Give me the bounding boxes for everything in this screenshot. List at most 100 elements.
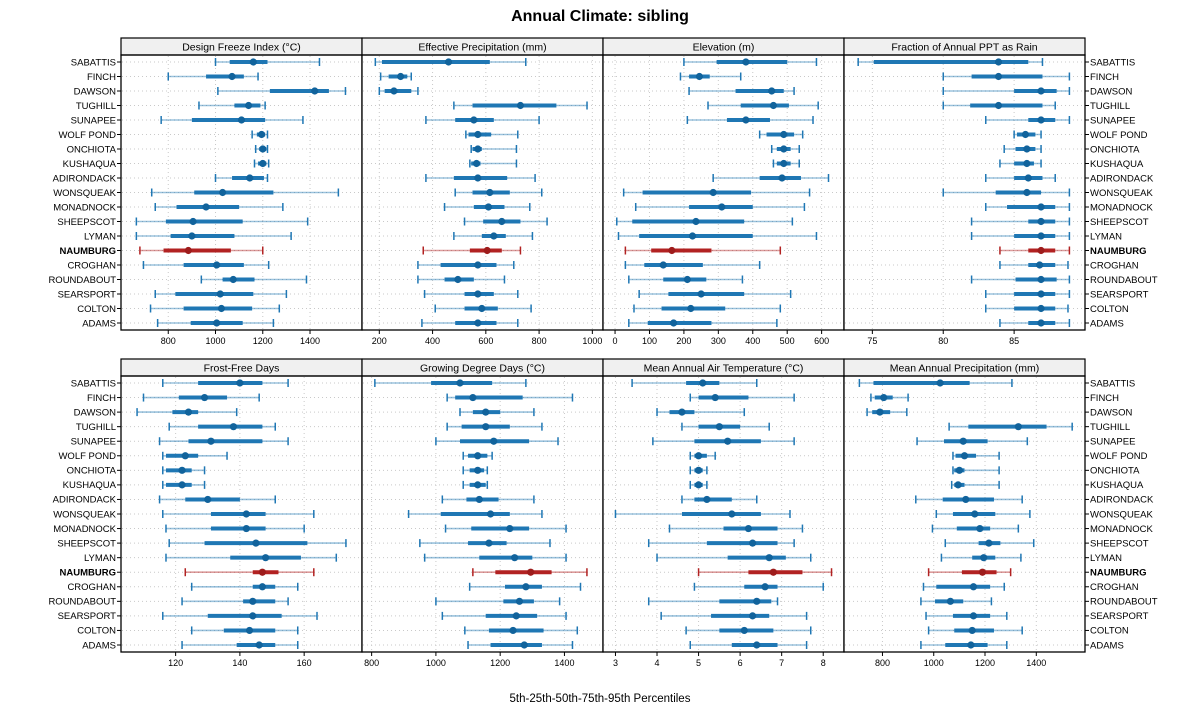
percentile-row (469, 159, 518, 168)
site-label-right: LYMAN (1090, 231, 1122, 242)
median-dot (207, 437, 215, 445)
percentile-row (150, 188, 340, 197)
percentile-row (417, 261, 515, 269)
median-dot (748, 539, 757, 547)
median-dot (1036, 261, 1044, 269)
percentile-row (628, 275, 744, 284)
percentile-row (617, 232, 818, 240)
axis-tick-label: 1400 (300, 336, 320, 346)
site-label-left: ROUNDABOUT (48, 275, 116, 286)
median-dot (474, 466, 482, 474)
site-label-left: MONADNOCK (53, 524, 116, 535)
percentile-row (686, 116, 814, 124)
percentile-row (425, 174, 536, 182)
site-label-right: SHEEPSCOT (1090, 217, 1149, 228)
percentile-row (444, 524, 567, 533)
percentile-row (624, 261, 761, 269)
median-dot (255, 641, 263, 649)
median-dot (181, 452, 189, 460)
median-dot (506, 524, 514, 533)
percentile-row (135, 232, 292, 240)
percentile-row (940, 553, 1022, 562)
percentile-row (446, 422, 543, 431)
percentile-row (200, 275, 308, 284)
median-dot (978, 568, 987, 576)
median-dot (444, 58, 453, 66)
median-dot (955, 466, 963, 474)
median-dot (498, 217, 506, 226)
axis-tick-label: 160 (297, 658, 312, 668)
percentile-row (168, 539, 347, 548)
site-label-left: WOLF POND (58, 451, 116, 462)
median-dot (512, 612, 520, 620)
median-dot (742, 58, 750, 66)
axis-tick-label: 75 (867, 336, 877, 346)
site-label-right: ROUNDABOUT (1090, 275, 1158, 286)
median-dot (213, 261, 221, 269)
percentile-row (139, 246, 264, 255)
percentile-row (647, 597, 779, 606)
axis-tick-label: 85 (1009, 336, 1019, 346)
percentile-row (944, 539, 1035, 548)
percentile-row (422, 246, 522, 255)
percentile-row (453, 232, 534, 240)
median-dot (490, 437, 498, 445)
site-label-right: WONSQUEAK (1090, 509, 1153, 520)
percentile-row (970, 232, 1071, 240)
percentile-row (920, 641, 1008, 649)
site-label-left: SABATTIS (71, 378, 116, 389)
axis-caption: 5th-25th-50th-75th-95th Percentiles (509, 693, 691, 705)
percentile-row (423, 290, 519, 298)
median-dot (184, 246, 192, 255)
median-dot (511, 554, 519, 562)
median-dot (482, 423, 490, 431)
median-dot (237, 116, 246, 124)
axis-tick-label: 500 (780, 336, 795, 346)
site-label-left: FINCH (87, 393, 116, 404)
percentile-row (915, 495, 1023, 504)
median-dot (482, 408, 490, 416)
percentile-row (685, 626, 812, 635)
median-dot (474, 261, 482, 269)
percentile-row (162, 480, 206, 489)
percentile-row (634, 203, 806, 211)
site-label-right: NAUMBURG (1090, 246, 1146, 257)
axis-tick-label: 7 (779, 658, 784, 668)
site-label-right: LYMAN (1090, 553, 1122, 564)
axis-tick-label: 200 (676, 336, 691, 346)
panel-elevation-m-: 0 100 200 300 400 500 600 Elevation (m) (602, 37, 845, 346)
panel-frost-free-days: 120 140 160 Frost-Free Days (120, 358, 363, 668)
site-label-left: SUNAPEE (71, 115, 116, 126)
median-dot (980, 554, 988, 562)
site-label-right: SUNAPEE (1090, 437, 1135, 448)
percentile-row (614, 510, 791, 518)
median-dot (724, 437, 732, 445)
percentile-row (925, 611, 1008, 620)
median-dot (228, 72, 236, 81)
site-label-left: TUGHILL (76, 422, 116, 433)
percentile-row (952, 451, 1000, 460)
site-label-right: ROUNDABOUT (1090, 597, 1158, 608)
percentile-row (697, 568, 833, 577)
percentile-row (379, 72, 413, 81)
site-label-right: TUGHILL (1090, 101, 1130, 112)
site-label-left: KUSHAQUA (63, 159, 117, 170)
site-label-left: NAUMBURG (60, 568, 116, 579)
median-dot (485, 539, 493, 547)
site-label-right: ADIRONDACK (1090, 495, 1154, 506)
percentile-row (162, 510, 315, 518)
percentile-row (631, 379, 758, 387)
percentile-row (652, 437, 795, 446)
median-dot (753, 641, 761, 649)
site-label-right: SABATTIS (1090, 378, 1135, 389)
percentile-row (167, 72, 259, 81)
percentile-row (423, 553, 567, 562)
median-dot (936, 379, 944, 387)
median-dot (765, 554, 773, 562)
median-dot (257, 130, 266, 139)
median-dot (967, 641, 975, 649)
percentile-row (468, 582, 582, 591)
axis-tick-label: 600 (814, 336, 829, 346)
site-label-left: DAWSON (74, 407, 117, 418)
percentile-row (443, 203, 531, 211)
